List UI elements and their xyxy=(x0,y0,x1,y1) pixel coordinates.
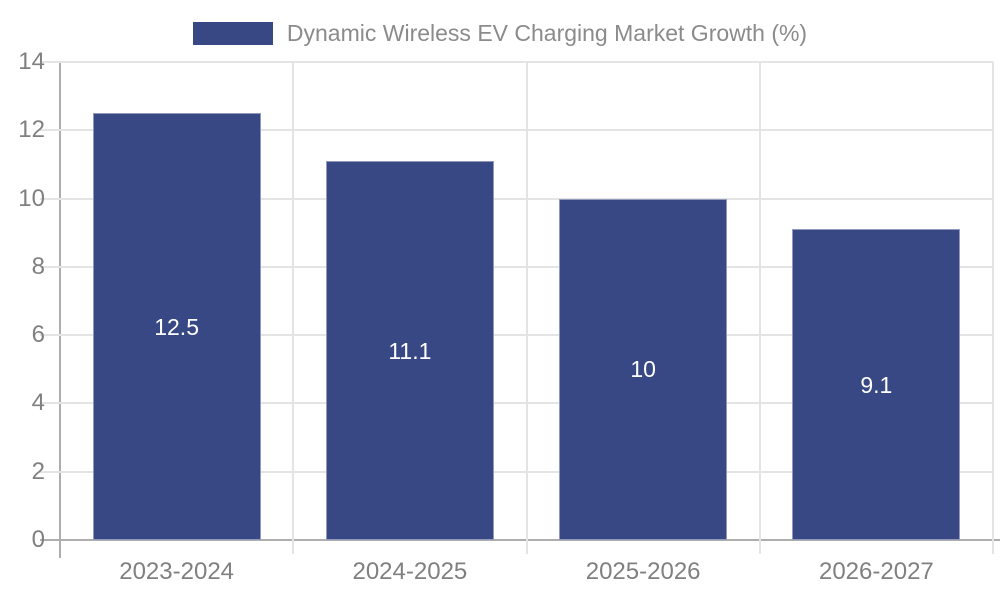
x-gridline xyxy=(758,62,761,554)
y-tick-label: 14 xyxy=(18,48,45,75)
y-axis-line xyxy=(59,62,61,558)
x-gridline xyxy=(525,62,528,554)
bar xyxy=(92,113,261,540)
y-gridline xyxy=(40,129,993,132)
x-axis-line xyxy=(40,539,1000,541)
chart-legend: Dynamic Wireless EV Charging Market Grow… xyxy=(0,14,1000,52)
bar xyxy=(792,229,961,540)
y-gridline xyxy=(40,334,993,337)
legend-swatch-icon xyxy=(192,21,273,45)
y-tick-label: 0 xyxy=(31,526,45,553)
y-tick-label: 12 xyxy=(18,116,45,144)
y-tick-label: 4 xyxy=(31,389,45,417)
x-tick-label: 2025-2026 xyxy=(585,558,701,585)
y-gridline xyxy=(40,197,993,200)
y-gridline xyxy=(40,265,993,268)
bar-value-label: 11.1 xyxy=(388,337,432,364)
x-tick-label: 2024-2025 xyxy=(352,558,468,585)
x-tick-label: 2026-2027 xyxy=(818,558,934,585)
bar xyxy=(559,198,728,540)
y-tick-label: 6 xyxy=(31,321,45,349)
legend-label: Dynamic Wireless EV Charging Market Grow… xyxy=(286,20,808,46)
x-gridline xyxy=(992,62,994,554)
bar-value-label: 10 xyxy=(630,356,656,383)
bar-value-label: 9.1 xyxy=(860,371,893,398)
y-tick-label: 2 xyxy=(31,457,45,485)
y-gridline xyxy=(40,402,993,405)
y-tick-label: 8 xyxy=(31,252,45,280)
y-gridline xyxy=(40,470,993,473)
bar-value-label: 12.5 xyxy=(154,313,199,340)
x-tick-label: 2023-2024 xyxy=(119,558,235,585)
y-gridline xyxy=(40,61,993,63)
y-tick-label: 10 xyxy=(18,184,45,212)
x-gridline xyxy=(292,62,295,554)
bar xyxy=(325,161,494,540)
